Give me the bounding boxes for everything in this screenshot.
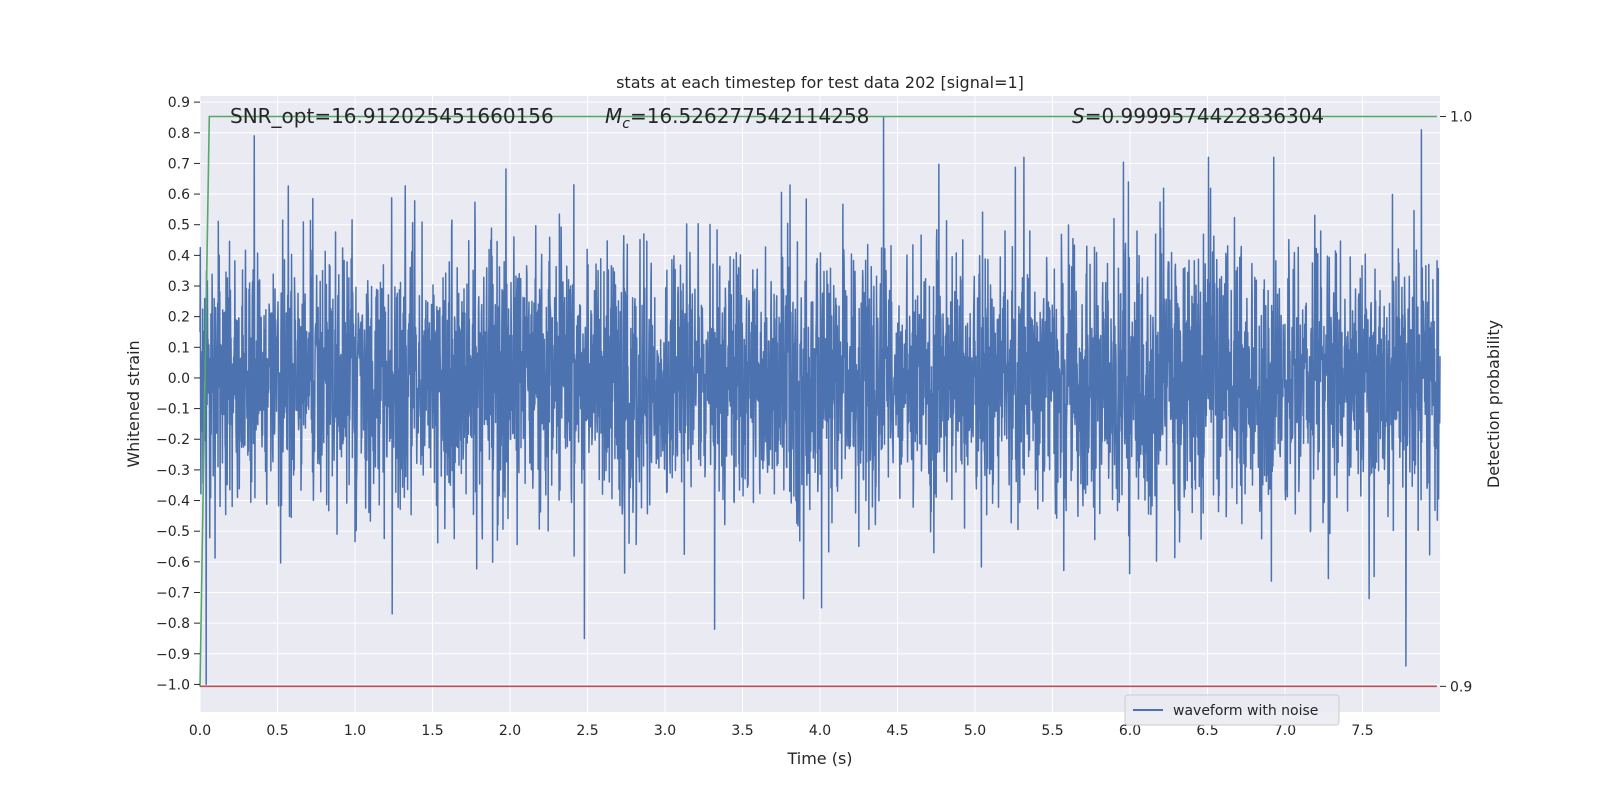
y-tick-label: 0.7 <box>168 156 190 172</box>
series-detection-probability-line <box>199 115 1437 687</box>
y2-axis-label: Detection probability <box>1484 320 1503 488</box>
y-tick-label: 0.2 <box>168 310 190 326</box>
score-annotation: S=0.9999574422836304 <box>1072 104 1324 128</box>
y-tick-label: −0.3 <box>156 463 190 479</box>
y-tick-label: 0.8 <box>168 126 190 142</box>
series-waveform-line <box>199 116 1441 686</box>
x-axis-label: Time (s) <box>786 749 852 768</box>
y-axis-label: Whitened strain <box>124 340 143 467</box>
x-tick-label: 7.5 <box>1351 723 1373 739</box>
y-tick-label: −0.2 <box>156 432 190 448</box>
chirp-mass-value: =16.526277542114258 <box>630 104 869 128</box>
y2-tick-label: 0.9 <box>1450 679 1472 695</box>
y-tick-label: −0.6 <box>156 555 190 571</box>
x-tick-label: 1.0 <box>344 723 366 739</box>
x-tick-label: 2.5 <box>576 723 598 739</box>
x-tick-label: 2.0 <box>499 723 521 739</box>
y-tick-label: 0.5 <box>168 218 190 234</box>
chirp-mass-symbol: M <box>605 104 622 128</box>
axes-layer: 0.0 0.5 1.0 1.5 2.0 2.5 3.0 3.5 4.0 4.5 5.0 5.5 6.0 6… <box>156 95 1472 739</box>
chirp-mass-subscript: c <box>622 116 630 132</box>
chart-title: stats at each timestep for test data 202… <box>616 73 1024 92</box>
y-tick-label: −0.5 <box>156 524 190 540</box>
y-tick-label: 0.9 <box>168 95 190 111</box>
score-symbol: S <box>1072 104 1085 128</box>
x-tick-label: 5.5 <box>1041 723 1063 739</box>
x-tick-label: 0.5 <box>266 723 288 739</box>
y-tick-label: 0.4 <box>168 248 190 264</box>
score-value: =0.9999574422836304 <box>1085 104 1324 128</box>
y-tick-label: 0.1 <box>168 340 190 356</box>
chirp-mass-annotation: Mc=16.526277542114258 <box>605 104 869 132</box>
snr-annotation: SNR_opt=16.912025451660156 <box>230 104 554 128</box>
y-tick-label: −0.7 <box>156 585 190 601</box>
x-tick-label: 3.5 <box>731 723 753 739</box>
legend-label: waveform with noise <box>1173 703 1318 719</box>
x-tick-label: 7.0 <box>1274 723 1296 739</box>
y-tick-label: −0.4 <box>156 494 190 510</box>
x-tick-label: 1.5 <box>421 723 443 739</box>
y-tick-label: −0.9 <box>156 647 190 663</box>
y-tick-label: −0.1 <box>156 402 190 418</box>
legend-box <box>1124 694 1340 726</box>
x-tick-label: 0.0 <box>189 723 211 739</box>
data-layer <box>199 115 1441 688</box>
x-tick-label: 6.5 <box>1196 723 1218 739</box>
y2-tick-label: 1.0 <box>1450 110 1472 126</box>
legend: waveform with noise <box>1124 694 1340 726</box>
y-tick-label: −0.8 <box>156 616 190 632</box>
y-tick-label: 0.6 <box>168 187 190 203</box>
y-tick-label: 0.0 <box>168 371 190 387</box>
x-tick-label: 4.5 <box>886 723 908 739</box>
x-tick-label: 5.0 <box>964 723 986 739</box>
y-tick-label: −1.0 <box>156 677 190 693</box>
x-tick-label: 6.0 <box>1119 723 1141 739</box>
x-tick-label: 4.0 <box>809 723 831 739</box>
y-tick-label: 0.3 <box>168 279 190 295</box>
x-tick-label: 3.0 <box>654 723 676 739</box>
